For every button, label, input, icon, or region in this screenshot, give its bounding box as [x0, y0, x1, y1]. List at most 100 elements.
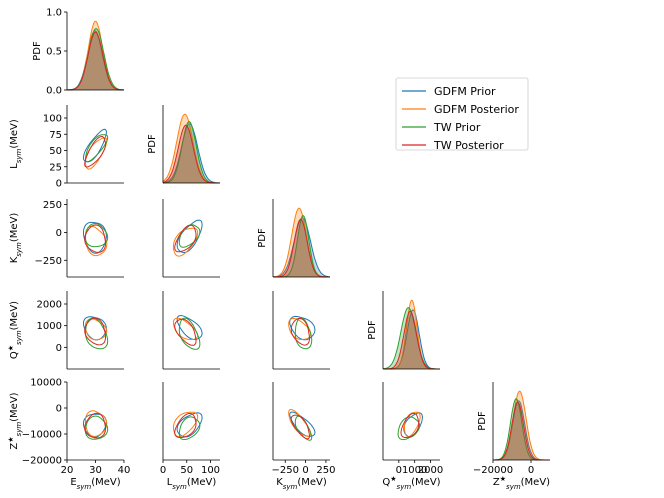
- pdf-fill-gdfm-posterior-Zsym: [493, 391, 550, 460]
- contour-tw-posterior: [84, 317, 106, 346]
- x-tick-label: 0: [396, 465, 402, 476]
- legend-label: GDFM Prior: [434, 85, 496, 98]
- y-tick-label: 100: [43, 114, 62, 125]
- pdf-fill-gdfm-posterior-Esym: [67, 21, 124, 91]
- pdf-panel-Ksym: PDF: [257, 199, 330, 278]
- contour-gdfm-posterior: [288, 317, 312, 340]
- pdf-line-tw-posterior-Ksym: [273, 218, 330, 278]
- x-tick-label: 250: [316, 465, 335, 476]
- contour-gdfm-prior: [83, 128, 107, 163]
- contour-panel-Ksym-vs-Esym: −250 0 250 Ksym(MeV): [9, 199, 124, 278]
- contour-panel-Zsym-vs-Esym: −20000 −10000 0 10000 Z★sym(MeV) 20 30 40Esym(M…: [7, 378, 130, 492]
- x-axis-label-Zsym: Z★sym(MeV): [493, 475, 550, 491]
- x-tick-label: 2000: [418, 465, 443, 476]
- pdf-fill-gdfm-prior-Zsym: [493, 400, 550, 460]
- x-tick-label: 20: [61, 465, 74, 476]
- y-axis-label-Ksym: Ksym(MeV): [9, 213, 23, 264]
- pdf-axis-label: PDF: [147, 134, 158, 154]
- pdf-fill-tw-prior-Esym: [67, 28, 124, 91]
- contour-tw-prior: [178, 317, 201, 350]
- contour-gdfm-posterior: [403, 411, 421, 438]
- y-axis-label-Qsym: Q★sym(MeV): [7, 301, 23, 359]
- y-tick-label: 0: [56, 228, 62, 239]
- x-tick-label: 100: [201, 465, 220, 476]
- pdf-axis-label: PDF: [367, 320, 378, 340]
- pdf-axis-label: PDF: [32, 41, 43, 61]
- y-tick-label: 0: [56, 343, 62, 354]
- x-tick-label: 40: [118, 465, 131, 476]
- contour-panel-Qsym-vs-Lsym: [162, 291, 220, 370]
- contour-panel-Lsym-vs-Esym: 0 25 50 75 100 Lsym(MeV): [9, 105, 124, 190]
- contour-tw-prior: [85, 415, 109, 440]
- pdf-axis-label: PDF: [257, 228, 268, 248]
- pdf-fill-tw-prior-Lsym: [163, 121, 220, 183]
- contour-tw-prior: [397, 416, 421, 441]
- pdf-fill-gdfm-prior-Esym: [67, 30, 124, 90]
- pdf-fill-tw-posterior-Lsym: [163, 125, 220, 183]
- contour-tw-posterior: [174, 412, 197, 438]
- contour-tw-prior: [85, 317, 109, 350]
- contour-tw-posterior: [84, 224, 106, 253]
- contour-tw-posterior: [174, 318, 197, 346]
- contour-tw-prior: [85, 134, 109, 163]
- y-tick-label: −20000: [22, 456, 62, 467]
- contour-tw-posterior: [290, 414, 311, 440]
- pdf-panel-Esym: PDF 0.0 0.5 1.0: [32, 8, 125, 97]
- x-tick-label: 1000: [402, 465, 427, 476]
- contour-tw-posterior: [84, 412, 106, 439]
- pdf-fill-tw-prior-Ksym: [273, 215, 330, 277]
- pdf-fill-tw-posterior-Zsym: [493, 402, 550, 460]
- pdf-fill-gdfm-posterior-Qsym: [383, 300, 440, 369]
- pdf-fill-tw-prior-Qsym: [383, 307, 440, 369]
- pdf-panel-Lsym: PDF: [147, 105, 221, 184]
- y-tick-label: −10000: [22, 430, 62, 441]
- legend-label: TW Prior: [433, 121, 481, 134]
- contour-tw-posterior: [84, 136, 106, 168]
- legend-label: GDFM Posterior: [434, 103, 519, 116]
- y-tick-label: 75: [49, 130, 62, 141]
- pdf-axis-label: PDF: [477, 411, 488, 431]
- x-tick-label: 0: [302, 465, 308, 476]
- pdf-panel-Zsym: PDF −20000 0Z★sym(MeV): [473, 382, 550, 491]
- y-tick-label: −250: [35, 256, 62, 267]
- x-axis-label-Ksym: Ksym(MeV): [276, 477, 327, 491]
- contour-panel-Qsym-vs-Ksym: [272, 291, 330, 370]
- y-tick-label: 10000: [30, 378, 62, 389]
- x-tick-label: 30: [89, 465, 102, 476]
- legend-frame: [395, 77, 529, 151]
- legend-label: TW Posterior: [433, 139, 504, 152]
- x-tick-label: −20000: [473, 465, 513, 476]
- pdf-y-tick-label: 0.0: [46, 86, 62, 97]
- contour-tw-posterior: [290, 317, 311, 346]
- x-axis-label-Lsym: Lsym(MeV): [167, 477, 217, 491]
- contour-gdfm-posterior: [172, 317, 199, 340]
- y-tick-label: 1000: [37, 321, 62, 332]
- y-tick-label: 25: [49, 162, 62, 173]
- x-axis-label-Qsym: Q★sym(MeV): [382, 475, 440, 491]
- pdf-fill-tw-posterior-Qsym: [383, 311, 440, 369]
- contour-gdfm-posterior: [288, 409, 312, 437]
- contour-panel-Ksym-vs-Lsym: [162, 199, 220, 278]
- contour-gdfm-posterior: [172, 411, 199, 438]
- pdf-fill-gdfm-prior-Qsym: [383, 309, 440, 369]
- pdf-line-tw-posterior-Esym: [66, 31, 125, 91]
- contour-panel-Qsym-vs-Esym: 0 1000 2000 Q★sym(MeV): [7, 291, 124, 370]
- contour-tw-posterior: [174, 224, 197, 253]
- legend: GDFM Prior GDFM Posterior TW Prior TW Poste…: [395, 77, 529, 152]
- y-axis-label-Zsym: Z★sym(MeV): [7, 392, 23, 449]
- contour-gdfm-posterior: [84, 225, 108, 257]
- contour-gdfm-posterior: [172, 227, 199, 257]
- pdf-y-tick-label: 0.5: [46, 47, 62, 58]
- y-tick-label: 250: [43, 200, 62, 211]
- contour-gdfm-prior: [289, 315, 316, 341]
- x-axis-label-Esym: Esym(MeV): [70, 477, 120, 491]
- y-tick-label: 0: [56, 179, 62, 190]
- y-tick-label: 50: [49, 146, 62, 157]
- y-axis-label-Lsym: Lsym(MeV): [9, 119, 23, 169]
- contour-tw-prior: [178, 416, 201, 441]
